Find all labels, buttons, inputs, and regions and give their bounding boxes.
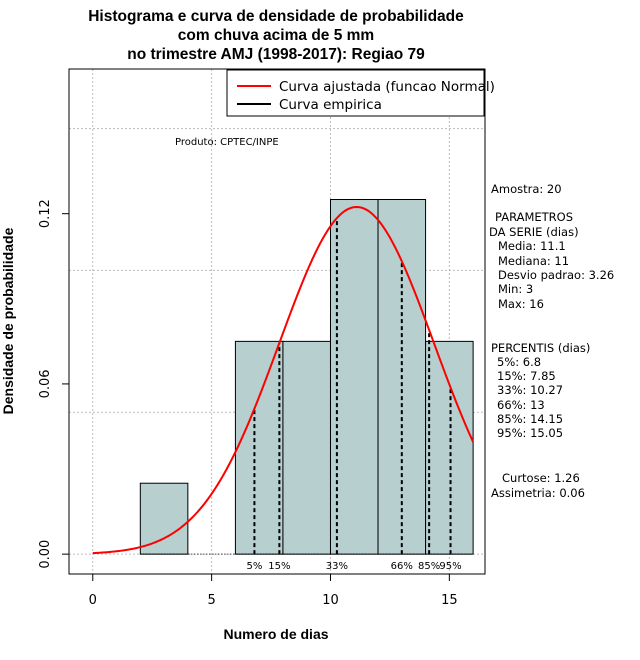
stat-median: Mediana: 11 — [498, 254, 569, 268]
histogram-bar — [425, 340, 474, 555]
stat-mean: Media: 11.1 — [498, 239, 566, 253]
percentile-95: 95%: 15.05 — [497, 426, 563, 440]
histogram-bars — [139, 199, 474, 555]
percentile-label: 15% — [268, 561, 290, 572]
y-tick-label: 0.00 — [38, 540, 53, 569]
stat-stddev: Desvio padrao: 3.26 — [498, 268, 614, 282]
legend-fitted-label: Curva ajustada (funcao Normal) — [279, 79, 495, 95]
side-panel: Amostra: 20 PARAMETROS DA SERIE (dias) M… — [489, 182, 614, 500]
histogram-bar — [282, 340, 331, 555]
histogram-bar — [139, 482, 189, 555]
sample-size: Amostra: 20 — [491, 182, 562, 196]
percentiles-title: PERCENTIS (dias) — [491, 341, 590, 355]
percentile-label: 95% — [439, 561, 461, 572]
percentile-66: 66%: 13 — [497, 398, 545, 412]
y-tick-label: 0.06 — [38, 369, 53, 398]
x-tick-label: 5 — [207, 593, 215, 608]
percentile-label: 85% — [418, 561, 440, 572]
fitted-curve-group — [92, 205, 475, 555]
percentile-lines: 5% 15% 33% 66% 85% 95% — [246, 218, 462, 572]
chart-title-line-1: Histograma e curva de densidade de proba… — [88, 8, 464, 25]
percentile-85: 85%: 14.15 — [497, 412, 563, 426]
x-tick-label: 15 — [441, 593, 458, 608]
product-annotation: Produto: CPTEC/INPE — [175, 137, 279, 148]
percentile-5: 5%: 6.8 — [497, 355, 541, 369]
percentile-label: 66% — [391, 561, 413, 572]
chart-title-line-3: no trimestre AMJ (1998-2017): Regiao 79 — [127, 46, 425, 63]
x-axis-title: Numero de dias — [223, 626, 328, 642]
percentile-label: 33% — [326, 561, 348, 572]
plot-frame — [68, 68, 486, 575]
skewness: Assimetria: 0.06 — [491, 486, 585, 500]
chart-title-line-2: com chuva acima de 5 mm — [178, 27, 374, 44]
legend-empirical-label: Curva empirica — [279, 97, 382, 113]
histogram-bar — [234, 340, 284, 555]
x-tick-label: 10 — [322, 593, 339, 608]
params-title-2: DA SERIE (dias) — [489, 225, 579, 239]
stat-max: Max: 16 — [498, 297, 544, 311]
axes: 0 5 10 15 0.00 0.06 0.12 — [38, 199, 458, 608]
fitted-normal-curve — [92, 205, 475, 555]
percentile-33: 33%: 10.27 — [497, 383, 563, 397]
legend: Curva ajustada (funcao Normal) Curva emp… — [226, 69, 495, 117]
kurtosis: Curtose: 1.26 — [502, 471, 580, 485]
stat-min: Min: 3 — [498, 282, 533, 296]
x-tick-label: 0 — [89, 593, 97, 608]
params-title-1: PARAMETROS — [495, 210, 573, 224]
y-tick-label: 0.12 — [38, 199, 53, 228]
percentile-15: 15%: 7.85 — [497, 369, 556, 383]
legend-box — [226, 69, 485, 117]
percentile-label: 5% — [246, 561, 262, 572]
y-axis-title: Densidade de probabilidade — [0, 227, 16, 414]
